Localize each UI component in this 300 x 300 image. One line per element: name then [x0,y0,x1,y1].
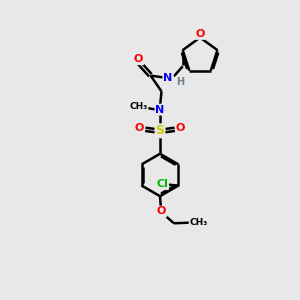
Text: CH₃: CH₃ [190,218,208,227]
Text: CH₃: CH₃ [129,102,148,111]
Text: O: O [195,29,205,39]
Text: O: O [134,54,143,64]
Text: O: O [176,123,185,133]
Text: H: H [176,77,184,87]
Text: O: O [157,206,166,217]
Text: O: O [135,123,144,133]
Text: N: N [155,105,165,115]
Text: N: N [163,73,172,83]
Text: Cl: Cl [156,179,168,189]
Text: S: S [155,124,164,137]
